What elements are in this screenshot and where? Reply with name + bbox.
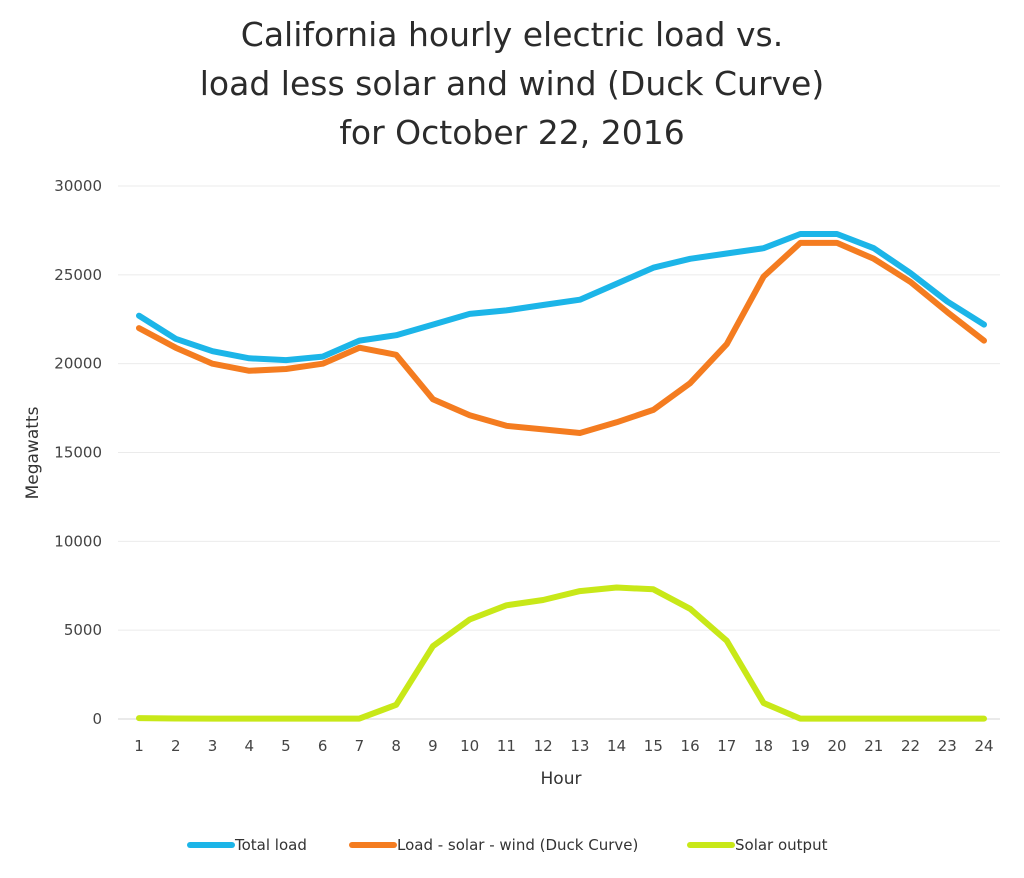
x-tick-label: 17 bbox=[717, 737, 736, 755]
x-axis-ticks: 1 2 3 4 5 6 7 8 9 10 11 12 13 14 15 16 17 18 19 20 21 22 23 24 bbox=[134, 737, 993, 755]
series-line-3 bbox=[136, 584, 987, 722]
y-tick-label: 15000 bbox=[54, 444, 102, 462]
x-tick-label: 2 bbox=[171, 737, 181, 755]
y-tick-label: 30000 bbox=[54, 177, 102, 195]
chart-title: California hourly electric load vs. load… bbox=[0, 10, 1024, 157]
series-line-2 bbox=[136, 239, 987, 436]
x-tick-label: 20 bbox=[827, 737, 846, 755]
x-tick-label: 12 bbox=[534, 737, 553, 755]
x-tick-label: 24 bbox=[974, 737, 993, 755]
x-tick-label: 10 bbox=[460, 737, 479, 755]
x-tick-label: 3 bbox=[208, 737, 218, 755]
x-tick-label: 5 bbox=[281, 737, 291, 755]
x-tick-label: 8 bbox=[391, 737, 401, 755]
x-tick-label: 7 bbox=[355, 737, 365, 755]
x-tick-label: 6 bbox=[318, 737, 328, 755]
legend: Total load Load - solar - wind (Duck Curv… bbox=[187, 836, 828, 854]
x-tick-label: 1 bbox=[134, 737, 144, 755]
series-lines bbox=[136, 231, 987, 722]
gridlines bbox=[118, 185, 1000, 720]
y-axis-label: Megawatts bbox=[23, 406, 43, 499]
y-axis-ticks: 0 5000 10000 15000 20000 25000 30000 bbox=[54, 177, 102, 728]
chart-title-line-1: California hourly electric load vs. bbox=[240, 15, 784, 54]
legend-label: Solar output bbox=[735, 836, 828, 854]
x-tick-label: 4 bbox=[244, 737, 254, 755]
legend-label: Load - solar - wind (Duck Curve) bbox=[397, 836, 638, 854]
y-tick-label: 10000 bbox=[54, 532, 102, 550]
x-tick-label: 21 bbox=[864, 737, 883, 755]
y-tick-label: 20000 bbox=[54, 355, 102, 373]
y-tick-label: 0 bbox=[92, 710, 102, 728]
x-tick-label: 11 bbox=[497, 737, 516, 755]
legend-label: Total load bbox=[234, 836, 307, 854]
x-tick-label: 14 bbox=[607, 737, 626, 755]
x-tick-label: 9 bbox=[428, 737, 438, 755]
x-tick-label: 22 bbox=[901, 737, 920, 755]
x-axis-label: Hour bbox=[541, 769, 582, 789]
x-tick-label: 19 bbox=[791, 737, 810, 755]
x-tick-label: 15 bbox=[644, 737, 663, 755]
y-tick-label: 5000 bbox=[64, 621, 102, 639]
x-tick-label: 16 bbox=[681, 737, 700, 755]
x-tick-label: 23 bbox=[938, 737, 957, 755]
x-tick-label: 18 bbox=[754, 737, 773, 755]
chart-title-line-3: for October 22, 2016 bbox=[339, 113, 685, 152]
chart-title-line-2: load less solar and wind (Duck Curve) bbox=[199, 64, 825, 103]
x-tick-label: 13 bbox=[570, 737, 589, 755]
y-tick-label: 25000 bbox=[54, 266, 102, 284]
series-line-1 bbox=[136, 231, 987, 364]
